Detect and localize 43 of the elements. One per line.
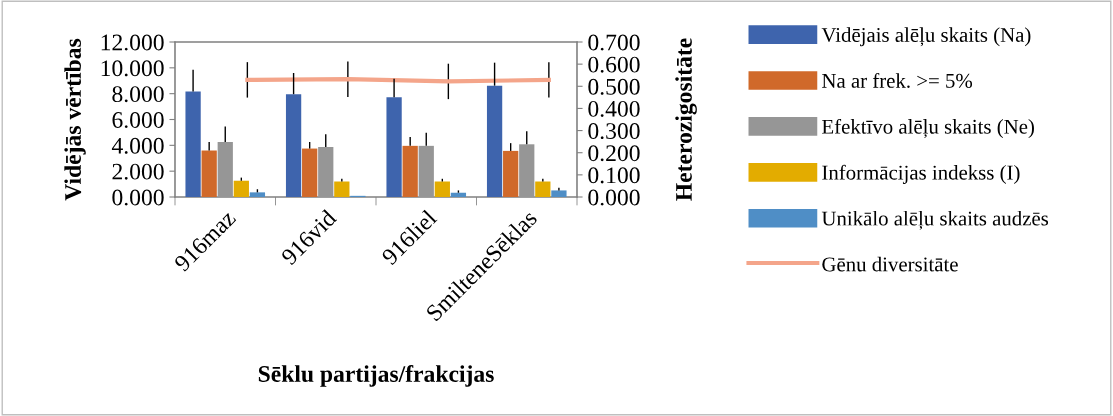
- y-tick-label: 2.000: [112, 163, 164, 180]
- bar: [386, 97, 402, 197]
- y2-tick-label: 0.600: [588, 56, 640, 73]
- bar: [217, 141, 233, 197]
- bar: [402, 145, 418, 197]
- y2-tick-label: 0.200: [588, 145, 640, 162]
- legend-label: Informācijas indekss (I): [822, 164, 1020, 184]
- y2-tick-label: 0.400: [588, 100, 640, 117]
- y-tick-label: 6.000: [112, 111, 164, 129]
- y-tick-label: 10.000: [101, 60, 164, 77]
- y-tick-label: 12.000: [101, 34, 164, 51]
- legend-label: Gēnu diversitāte: [822, 256, 958, 272]
- bar: [486, 85, 503, 197]
- y2-tick-label: 0.500: [588, 78, 640, 95]
- y2-axis-title: Heterozigositāte: [675, 38, 697, 201]
- bar: [551, 190, 567, 197]
- x-axis-title: Sēklu partijas/frakcijas: [258, 365, 494, 387]
- legend-label: Unikālo alēļu skaits audzēs: [821, 210, 1049, 230]
- bar: [519, 144, 535, 197]
- bar: [249, 192, 266, 197]
- legend-label: Vidējais alēļu skaits (Na): [821, 27, 1031, 47]
- bar: [233, 180, 249, 197]
- bar: [535, 181, 551, 197]
- y-tick-label: 8.000: [112, 86, 164, 103]
- y2-tick-label: 0.100: [588, 167, 640, 184]
- bar: [334, 181, 350, 197]
- bar: [201, 150, 217, 197]
- bar: [285, 94, 302, 197]
- bar: [434, 181, 450, 197]
- legend-label: Efektīvo alēļu skaits (Ne): [822, 118, 1034, 138]
- y-axis-title: Vidējās vērtības: [64, 38, 86, 201]
- y2-tick-label: 0.000: [588, 189, 640, 206]
- bar: [503, 150, 519, 197]
- legend-label: Na ar frek. >= 5%: [822, 73, 973, 88]
- y-tick-label: 0.000: [112, 189, 164, 206]
- bar: [185, 91, 201, 197]
- y2-tick-label: 0.300: [588, 123, 640, 140]
- bar: [418, 145, 434, 197]
- y-tick-label: 4.000: [111, 137, 164, 154]
- bar: [450, 192, 467, 197]
- bar: [302, 148, 318, 197]
- y2-tick-label: 0.700: [588, 34, 640, 51]
- bar: [318, 147, 334, 197]
